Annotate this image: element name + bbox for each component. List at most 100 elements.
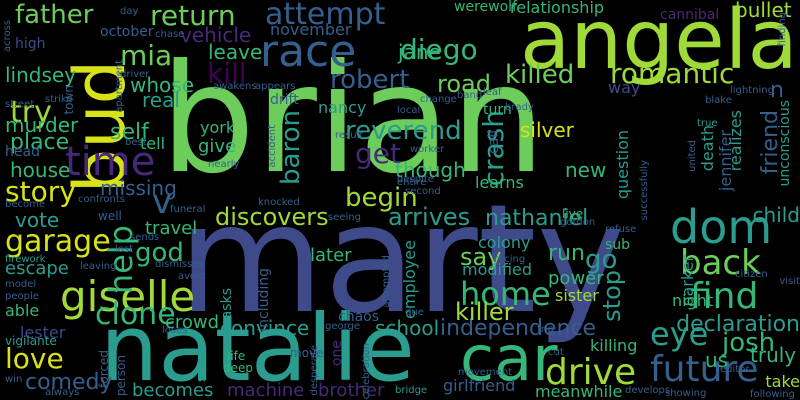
word-well: well <box>98 209 122 223</box>
word-eye: eye <box>650 315 709 353</box>
word-death: death <box>698 125 717 172</box>
word-story: story <box>5 175 76 208</box>
word-gordon: gordon <box>560 217 596 228</box>
word-natalie: natalie <box>100 295 415 400</box>
word-take: take <box>765 372 800 391</box>
word-meanwhile: meanwhile <box>535 382 623 400</box>
word-high: high <box>15 36 46 52</box>
word-york: york <box>200 118 236 137</box>
word-get: get <box>355 137 401 170</box>
word-question: question <box>613 130 632 200</box>
word-way: way <box>608 78 641 97</box>
word-visit: visit <box>779 276 800 287</box>
word-declaration: declaration <box>676 312 800 337</box>
word-chaos: chaos <box>338 309 380 325</box>
word-attempted: attempted <box>381 255 392 308</box>
word-able: able <box>5 301 40 320</box>
word-find: find <box>690 276 759 317</box>
word-lindsey: lindsey <box>5 63 77 87</box>
word-person: person <box>114 355 128 397</box>
word-missing: missing <box>100 176 177 200</box>
word-machine: machine <box>227 380 305 400</box>
word-seeing: seeing <box>328 212 361 223</box>
word-develops: develops <box>625 385 671 396</box>
word-vehicle: vehicle <box>180 23 252 47</box>
word-successfully: successfully <box>639 160 650 221</box>
word-blake: blake <box>705 95 732 106</box>
word-forced: forced <box>97 350 111 388</box>
word-baron: baron <box>276 110 306 185</box>
word-tell: tell <box>140 134 166 153</box>
word-move: move <box>290 346 324 360</box>
word-confronts: confronts <box>78 194 125 205</box>
word-avoid: avoid <box>178 271 206 282</box>
word-sister: sister <box>555 286 599 305</box>
word-drift: drift <box>270 92 299 108</box>
word-change: change <box>420 94 457 105</box>
word-road: road <box>437 70 491 98</box>
word-true: true <box>697 118 718 129</box>
word-werewolf: werewolf <box>454 0 517 15</box>
word-house: house <box>10 158 71 182</box>
word-romantic: romantic <box>610 57 735 90</box>
word-knocked: knocked <box>258 197 300 208</box>
word-killer: killer <box>455 298 514 326</box>
word-colony: colony <box>478 233 531 252</box>
word-leaving: leaving <box>80 261 117 272</box>
word-new: new <box>565 158 607 182</box>
word-turn: turn <box>483 102 512 118</box>
word-trio: trio <box>537 324 554 335</box>
word-kill: kill <box>207 57 247 90</box>
word-relationship: relationship <box>510 0 605 17</box>
word-celebration: celebration <box>361 343 372 400</box>
word-n: n <box>770 78 784 103</box>
word-unconscious: unconscious <box>777 100 793 187</box>
word-car: car <box>460 322 558 395</box>
word-sub: sub <box>605 237 631 253</box>
word-nancy: nancy <box>318 98 367 117</box>
word-crowd: crowd <box>165 312 220 333</box>
word-silver: silver <box>520 118 574 142</box>
word-v: v <box>152 182 173 222</box>
word-life: life <box>227 349 246 363</box>
word-robert: robert <box>330 65 410 95</box>
word-time: time <box>65 139 156 185</box>
word-leaf: leaf <box>483 87 502 98</box>
word-return: return <box>150 0 236 32</box>
word-dismisses: dismisses <box>155 259 204 270</box>
word-movement: movement <box>458 367 513 378</box>
word-always: always <box>45 387 80 398</box>
word-swears: swears <box>194 340 208 382</box>
word-clone: clone <box>95 297 176 332</box>
word-escape: escape <box>5 258 69 279</box>
word-awakens: awakens <box>213 81 257 92</box>
word-lightning: lightning <box>730 85 774 96</box>
word-one: one <box>329 340 345 367</box>
word-school: school <box>375 316 440 340</box>
word-giselle: giselle <box>60 272 196 321</box>
word-chase: chase <box>155 29 185 40</box>
word-independence: independence <box>440 316 597 341</box>
word-arrives: arrives <box>388 203 471 231</box>
word-bullet: bullet <box>735 0 792 22</box>
word-say: say <box>460 243 502 271</box>
word-despite: despite <box>397 174 434 185</box>
word-funeral: funeral <box>170 204 206 215</box>
word-nathaniel: nathaniel <box>485 206 589 231</box>
word-josh: josh <box>722 328 776 358</box>
word-loses: loses <box>162 325 188 336</box>
word-back: back <box>680 243 761 283</box>
word-realizes: realizes <box>726 110 745 172</box>
word-vote: vote <box>15 208 60 232</box>
word-live: live <box>562 207 584 221</box>
word-nearly: nearly <box>208 159 240 170</box>
word-drive: drive <box>545 352 637 393</box>
word-october: october <box>100 24 154 40</box>
word-becomes: becomes <box>132 380 214 400</box>
word-dom: dom <box>670 200 773 254</box>
word-comedy: comedy <box>25 370 113 395</box>
word-attempt: attempt <box>265 0 386 32</box>
word-garage: garage <box>5 224 111 259</box>
word-bridge: bridge <box>395 385 428 396</box>
word-power: power <box>548 268 604 289</box>
